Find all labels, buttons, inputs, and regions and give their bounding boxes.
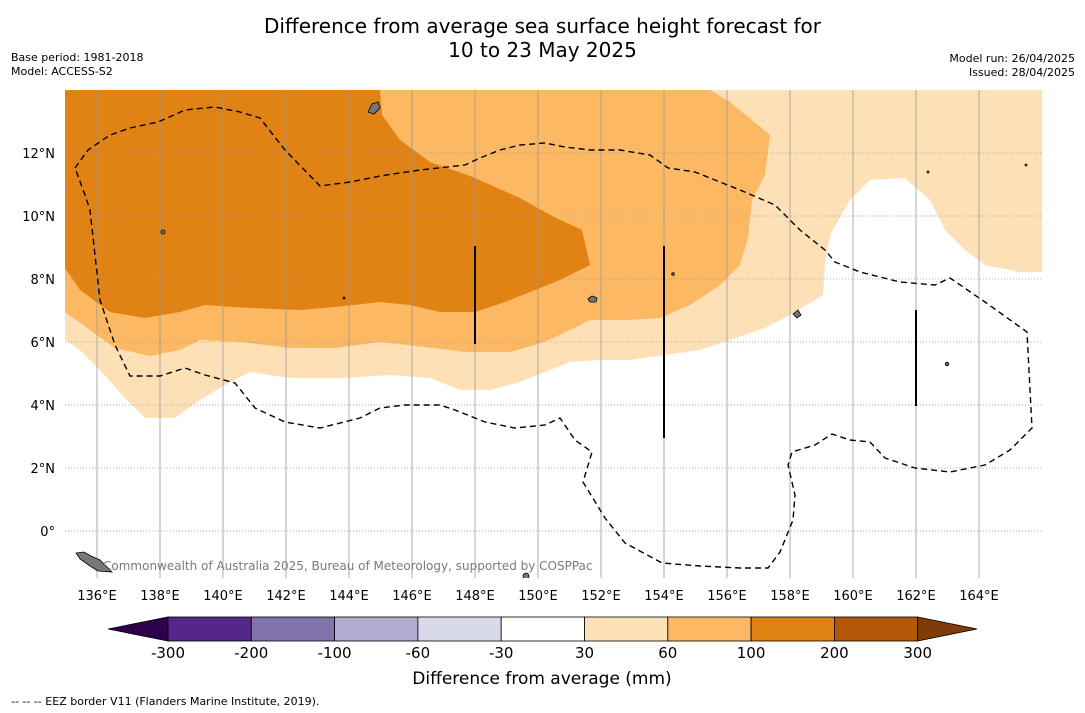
eez-legend-note: -- -- -- EEZ border V11 (Flanders Marine…	[11, 695, 320, 708]
map-area: Commonwealth of Australia 2025, Bureau o…	[65, 90, 1042, 578]
lon-axis: 136°E 138°E 140°E 142°E 144°E 146°E 148°E 150°E…	[77, 589, 999, 604]
lon-tick-label: 138°E	[140, 589, 180, 604]
colorbar-extend-high	[917, 616, 978, 642]
lat-tick-label: 8°N	[31, 273, 56, 288]
island-pohnpei	[792, 309, 802, 319]
lat-tick-label: 12°N	[22, 147, 55, 162]
lat-tick-label: 0°	[40, 525, 55, 540]
issued-date: Issued: 28/04/2025	[968, 66, 1075, 79]
lat-tick-label: 2°N	[31, 462, 56, 477]
colorbar-title: Difference from average (mm)	[412, 669, 671, 689]
island-yap	[160, 229, 166, 235]
colorbar-tick-label: 30	[575, 644, 594, 662]
colorbar: -300 -200 -100 -60 -30 30 60 100 200 300	[107, 616, 978, 662]
colorbar-tick-label: -30	[489, 644, 514, 662]
eez-border-palau	[74, 106, 1033, 569]
band-100-200	[65, 90, 590, 318]
model-run: Model run: 26/04/2025	[949, 52, 1075, 65]
colorbar-tick-label: -100	[318, 644, 352, 662]
island-chuuk	[587, 295, 598, 303]
island-guam	[367, 101, 381, 115]
lon-tick-label: 158°E	[770, 589, 810, 604]
colorbar-tick-label: -60	[406, 644, 431, 662]
island-manus	[522, 572, 530, 578]
colorbar-segment	[500, 616, 585, 642]
islands	[75, 101, 1028, 578]
colorbar-segment	[250, 616, 336, 642]
title-line-2: 10 to 23 May 2025	[448, 38, 637, 62]
colorbar-segment	[417, 616, 502, 642]
lon-tick-label: 156°E	[707, 589, 747, 604]
grid-lines	[65, 90, 1042, 578]
lon-tick-label: 164°E	[959, 589, 999, 604]
colorbar-tick-label: 200	[820, 644, 849, 662]
island-kosrae	[944, 361, 950, 367]
lon-tick-label: 142°E	[266, 589, 306, 604]
colorbar-segment	[667, 616, 752, 642]
island-small-2	[342, 296, 346, 300]
lon-tick-label: 162°E	[896, 589, 936, 604]
island-new-guinea	[75, 551, 114, 573]
marker-lines	[474, 246, 917, 438]
run-info: Model run: 26/04/2025 Issued: 28/04/2025	[949, 52, 1075, 80]
map-title: Difference from average sea surface heig…	[0, 14, 1085, 62]
colorbar-segment	[334, 616, 419, 642]
lon-tick-label: 160°E	[833, 589, 873, 604]
lon-tick-label: 146°E	[392, 589, 432, 604]
lon-tick-label: 136°E	[77, 589, 117, 604]
lon-tick-label: 140°E	[203, 589, 243, 604]
colorbar-segment	[584, 616, 669, 642]
island-small-1	[671, 272, 675, 276]
island-small-4	[1024, 163, 1028, 167]
lon-tick-label: 150°E	[518, 589, 558, 604]
colorbar-tick-label: 100	[737, 644, 766, 662]
colorbar-segment	[167, 616, 252, 642]
colorbar-segment	[834, 616, 919, 642]
model-name: Model: ACCESS-S2	[11, 65, 113, 78]
lat-tick-label: 6°N	[31, 336, 56, 351]
lat-tick-label: 10°N	[22, 210, 55, 225]
colorbar-tick-label: 300	[903, 644, 932, 662]
base-period: Base period: 1981-2018	[11, 51, 144, 64]
colorbar-extend-low	[107, 616, 169, 642]
colorbar-tick-label: 60	[658, 644, 677, 662]
colorbar-segment	[750, 616, 835, 642]
colorbar-tick-label: -200	[234, 644, 268, 662]
lat-axis: 12°N 10°N 8°N 6°N 4°N 2°N 0°	[22, 147, 55, 540]
lon-tick-label: 148°E	[455, 589, 495, 604]
title-line-1: Difference from average sea surface heig…	[263, 14, 822, 38]
lat-tick-label: 4°N	[31, 399, 56, 414]
lon-tick-label: 154°E	[644, 589, 684, 604]
lon-tick-label: 144°E	[329, 589, 369, 604]
colorbar-tick-label: -300	[151, 644, 185, 662]
base-info: Base period: 1981-2018 Model: ACCESS-S2	[11, 51, 143, 79]
island-small-3	[926, 170, 930, 174]
copyright-text: Commonwealth of Australia 2025, Bureau o…	[103, 559, 593, 573]
lon-tick-label: 152°E	[581, 589, 621, 604]
